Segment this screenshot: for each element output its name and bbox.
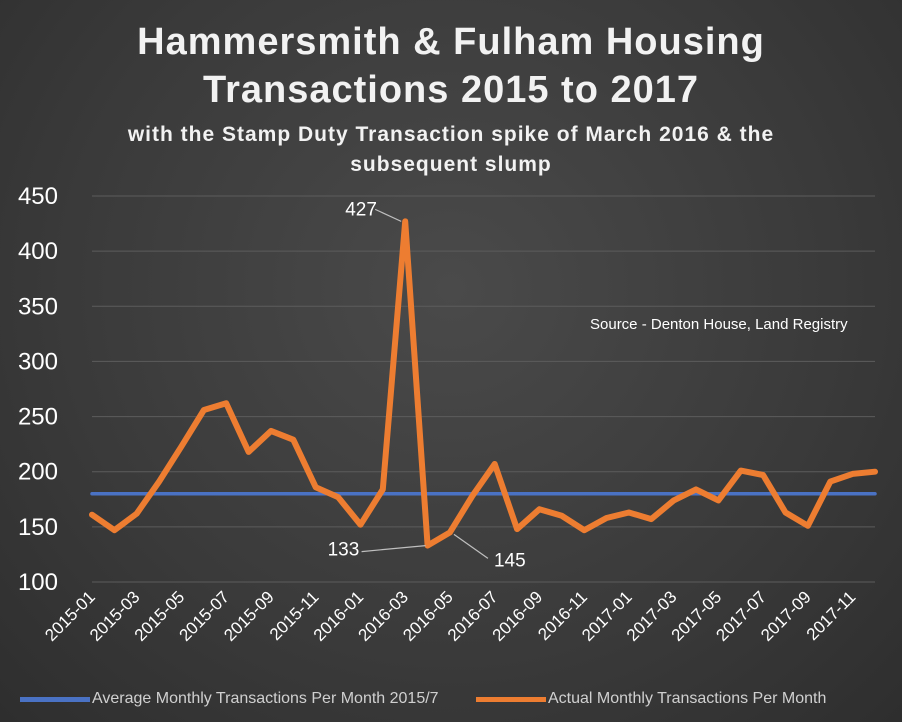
chart-subtitle-line-2: subsequent slump bbox=[350, 153, 552, 176]
y-tick-label: 150 bbox=[18, 514, 58, 541]
x-tick-label: 2017-09 bbox=[757, 587, 815, 645]
annotation-leader-427 bbox=[374, 208, 402, 222]
legend-swatch-average bbox=[20, 696, 90, 702]
y-tick-label: 100 bbox=[18, 569, 58, 596]
y-tick-label: 200 bbox=[18, 459, 58, 486]
legend-label-actual: Actual Monthly Transactions Per Month bbox=[548, 690, 827, 707]
x-tick-label: 2017-11 bbox=[803, 587, 860, 644]
chart-subtitle: with the Stamp Duty Transaction spike of… bbox=[80, 120, 822, 180]
chart-title-line-1: Hammersmith & Fulham Housing bbox=[137, 21, 765, 63]
legend: Average Monthly Transactions Per Month 2… bbox=[0, 690, 902, 716]
legend-label-average: Average Monthly Transactions Per Month 2… bbox=[92, 690, 439, 707]
source-note: Source - Denton House, Land Registry bbox=[590, 316, 848, 333]
annotation-leader-133 bbox=[361, 545, 426, 553]
data-label-133: 133 bbox=[328, 540, 360, 561]
y-tick-label: 250 bbox=[18, 404, 58, 431]
chart-title: Hammersmith & Fulham Housing Transaction… bbox=[0, 18, 902, 114]
data-label-427: 427 bbox=[345, 199, 377, 220]
y-tick-label: 300 bbox=[18, 348, 58, 375]
y-tick-label: 450 bbox=[18, 183, 58, 210]
y-tick-label: 400 bbox=[18, 238, 58, 265]
legend-swatch-actual bbox=[476, 696, 546, 702]
legend-item-actual: Actual Monthly Transactions Per Month bbox=[476, 690, 826, 708]
legend-item-average: Average Monthly Transactions Per Month 2… bbox=[20, 690, 439, 708]
y-tick-label: 350 bbox=[18, 293, 58, 320]
chart-subtitle-line-1: with the Stamp Duty Transaction spike of… bbox=[127, 123, 775, 146]
data-label-145: 145 bbox=[494, 550, 526, 571]
x-tick-label: 2016-09 bbox=[489, 587, 547, 645]
annotation-leader-145 bbox=[453, 533, 489, 559]
chart-title-line-2: Transactions 2015 to 2017 bbox=[202, 69, 700, 111]
x-tick-label: 2015-09 bbox=[220, 587, 278, 645]
series-line-actual bbox=[89, 218, 878, 549]
